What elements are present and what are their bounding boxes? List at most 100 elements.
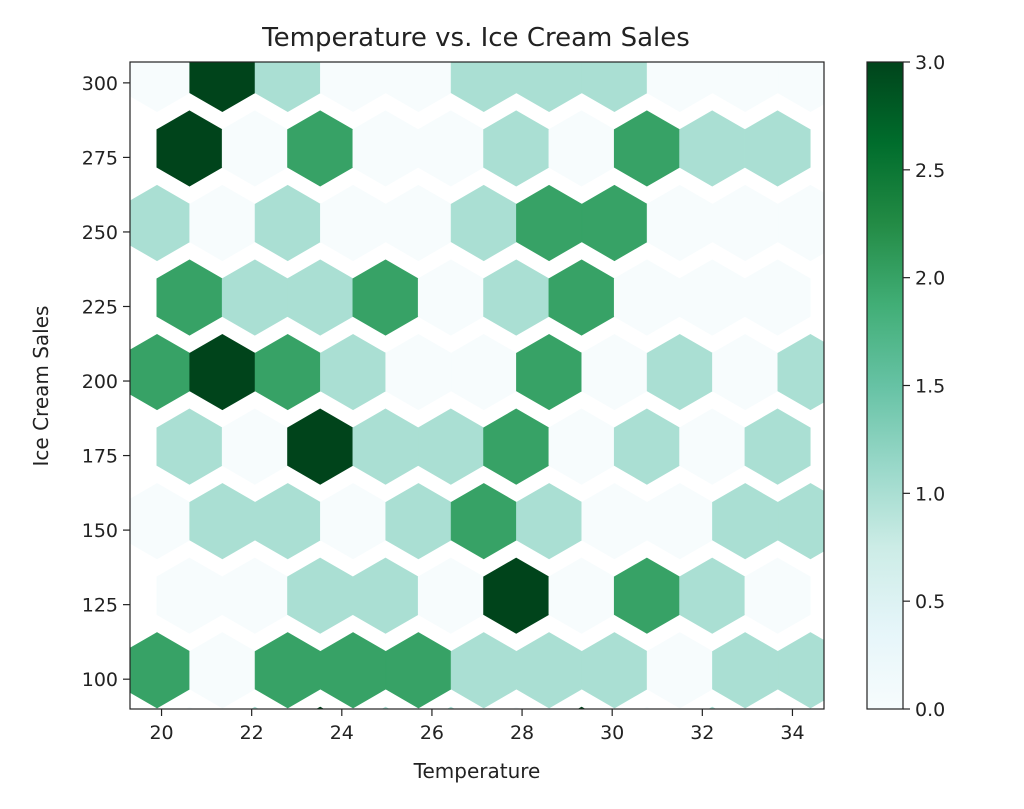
x-axis-label: Temperature — [413, 759, 541, 783]
hex-cell — [189, 184, 256, 262]
hex-cell — [483, 110, 550, 187]
hex-cell — [287, 110, 354, 187]
hex-cell — [712, 483, 779, 560]
colorbar-tick-label: 2.5 — [915, 160, 945, 182]
colorbar-tick-label: 2.0 — [915, 268, 945, 290]
hex-cell — [316, 706, 325, 709]
colorbar-gradient — [866, 61, 904, 710]
x-axis: 20 22 24 26 28 30 32 34 — [149, 709, 805, 744]
hex-cell — [381, 706, 390, 709]
hex-cell — [581, 632, 648, 709]
hex-cell — [450, 184, 517, 262]
y-tick-label: 100 — [82, 669, 118, 691]
hex-cell — [646, 62, 713, 112]
hex-cell — [483, 259, 550, 336]
hex-cell — [130, 632, 191, 709]
colorbar-tick-label: 3.0 — [915, 52, 945, 74]
x-tick-label: 34 — [780, 722, 804, 744]
colorbar-tick-label: 1.0 — [915, 483, 945, 505]
hex-cell — [450, 334, 517, 411]
hex-cell — [777, 334, 824, 411]
hex-cell — [320, 334, 387, 411]
y-tick-label: 275 — [82, 147, 118, 169]
hex-cell — [254, 483, 321, 560]
hex-cell — [679, 110, 746, 187]
hex-cell — [516, 334, 583, 411]
hex-cell — [744, 259, 811, 336]
hex-cell — [744, 557, 811, 634]
hex-cell — [385, 632, 452, 709]
hex-cell — [712, 334, 779, 411]
x-tick-label: 20 — [149, 722, 173, 744]
hex-cell — [646, 334, 713, 411]
hex-cell — [130, 62, 191, 112]
hex-cell — [516, 184, 583, 262]
hex-cell — [221, 259, 288, 336]
hex-cell — [156, 408, 223, 485]
y-axis-label: Ice Cream Sales — [29, 306, 53, 467]
hex-cell — [254, 62, 321, 112]
hex-cell — [777, 483, 824, 560]
hex-cell — [712, 184, 779, 262]
hex-cell — [777, 632, 824, 709]
hex-cell — [708, 706, 717, 709]
hex-cell — [385, 483, 452, 560]
hex-cell — [385, 334, 452, 411]
hex-cell — [581, 184, 648, 262]
hex-cell — [744, 408, 811, 485]
colorbar-tick-label: 1.5 — [915, 376, 945, 398]
x-tick-label: 24 — [330, 722, 354, 744]
hex-cell — [130, 184, 191, 262]
hex-cell — [130, 483, 191, 560]
hex-cell — [189, 632, 256, 709]
colorbar-tick-label: 0.5 — [915, 591, 945, 613]
hex-cell — [221, 110, 288, 187]
hex-cell — [417, 408, 484, 485]
hex-cell — [516, 62, 583, 112]
hex-cell — [483, 408, 550, 485]
hex-cell — [613, 259, 680, 336]
hex-cell — [581, 334, 648, 411]
colorbar-tick-label: 0.0 — [915, 699, 945, 721]
hex-cell — [646, 483, 713, 560]
x-tick-label: 26 — [420, 722, 444, 744]
hex-cell — [287, 408, 354, 485]
hex-cell — [548, 557, 615, 634]
hex-cell — [516, 483, 583, 560]
x-tick-label: 30 — [600, 722, 624, 744]
hex-cell — [156, 557, 223, 634]
hex-cell — [221, 408, 288, 485]
hex-cell — [221, 557, 288, 634]
hex-cell — [613, 557, 680, 634]
hex-cell — [613, 408, 680, 485]
hex-cell — [712, 632, 779, 709]
hexbin-cells — [130, 62, 824, 709]
hex-cell — [773, 706, 782, 709]
hex-cell — [548, 408, 615, 485]
y-tick-label: 250 — [82, 222, 118, 244]
hex-cell — [642, 706, 651, 709]
hex-cell — [320, 62, 387, 112]
x-tick-label: 22 — [240, 722, 264, 744]
hex-cell — [320, 483, 387, 560]
hex-cell — [581, 62, 648, 112]
chart-title: Temperature vs. Ice Cream Sales — [261, 23, 690, 53]
hex-cell — [352, 557, 419, 634]
x-tick-label: 28 — [510, 722, 534, 744]
hex-cell — [417, 557, 484, 634]
hex-cell — [250, 706, 259, 709]
hex-cell — [287, 259, 354, 336]
hex-cell — [385, 184, 452, 262]
hex-cell — [189, 483, 256, 560]
hex-cell — [156, 110, 223, 187]
hex-cell — [613, 110, 680, 187]
hex-cell — [189, 334, 256, 411]
colorbar-ticks: 0.0 0.5 1.0 1.5 2.0 2.5 3.0 — [903, 52, 945, 721]
hex-cell — [450, 62, 517, 112]
hex-cell — [712, 62, 779, 112]
hex-cell — [646, 184, 713, 262]
y-tick-label: 300 — [82, 73, 118, 95]
hex-cell — [254, 334, 321, 411]
